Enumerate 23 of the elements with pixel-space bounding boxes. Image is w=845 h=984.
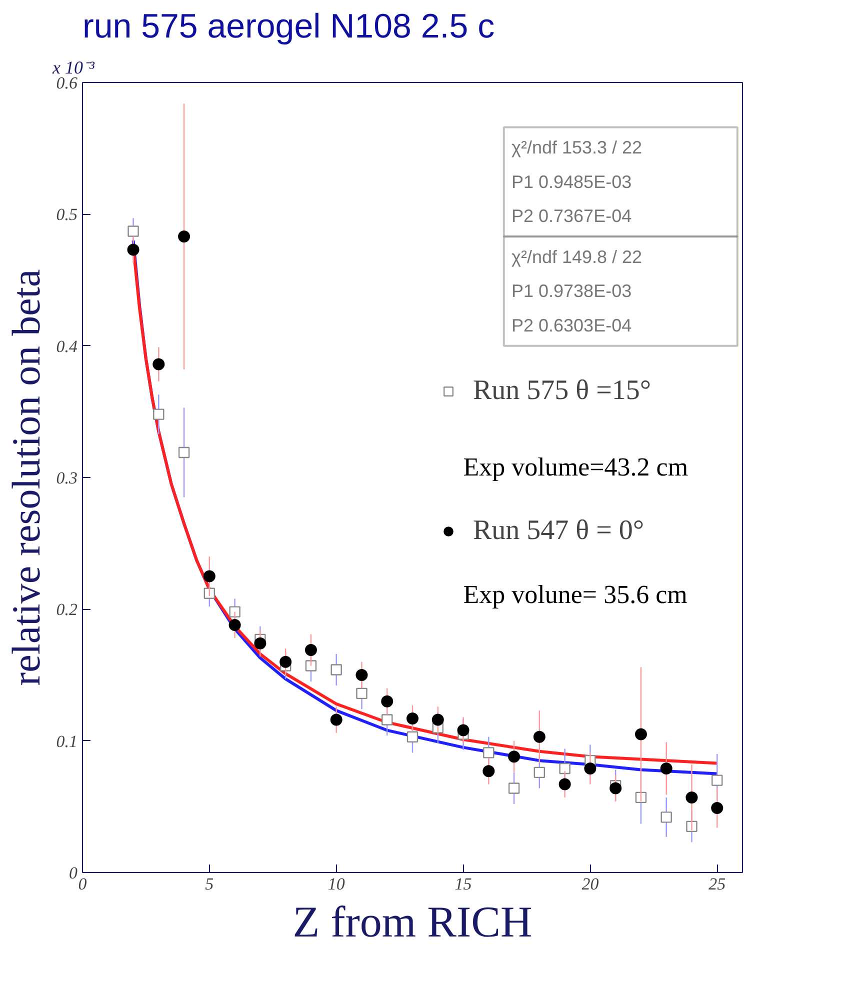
- legend-label: Run 575 θ =15°: [473, 375, 652, 407]
- x-tick-label: 15: [454, 874, 472, 894]
- annotation: χ²/ndf 149.8 / 22: [512, 246, 642, 267]
- x-tick-label: 20: [582, 874, 600, 894]
- y-tick-label: 0.1: [56, 732, 78, 751]
- x-axis-title: Z from RICH: [292, 898, 532, 946]
- y-tick-label: 0.2: [56, 600, 78, 620]
- annotation: Exp volume=43.2 cm: [463, 452, 688, 482]
- y-tick-label: 0.5: [56, 205, 78, 224]
- x-tick-label: 25: [708, 874, 726, 894]
- y-axis-title: relative resolution on beta: [3, 268, 48, 686]
- legend-label: Run 547 θ = 0°: [473, 515, 644, 547]
- x-tick-label: 10: [328, 874, 346, 894]
- annotation: P1 0.9485E-03: [512, 172, 632, 192]
- y-tick-label: 0.3: [56, 468, 78, 488]
- annotation: χ²/ndf 153.3 / 22: [512, 138, 642, 158]
- annotation: Exp volune= 35.6 cm: [463, 580, 688, 610]
- chart-title: run 575 aerogel N108 2.5 c: [82, 8, 495, 46]
- x-tick-label: 5: [205, 874, 214, 894]
- annotation: P2 0.7367E-04: [512, 206, 632, 226]
- y-tick-label: 0.4: [56, 336, 78, 356]
- annotation: P2 0.6303E-04: [512, 315, 632, 336]
- annotation: P1 0.9738E-03: [512, 281, 632, 302]
